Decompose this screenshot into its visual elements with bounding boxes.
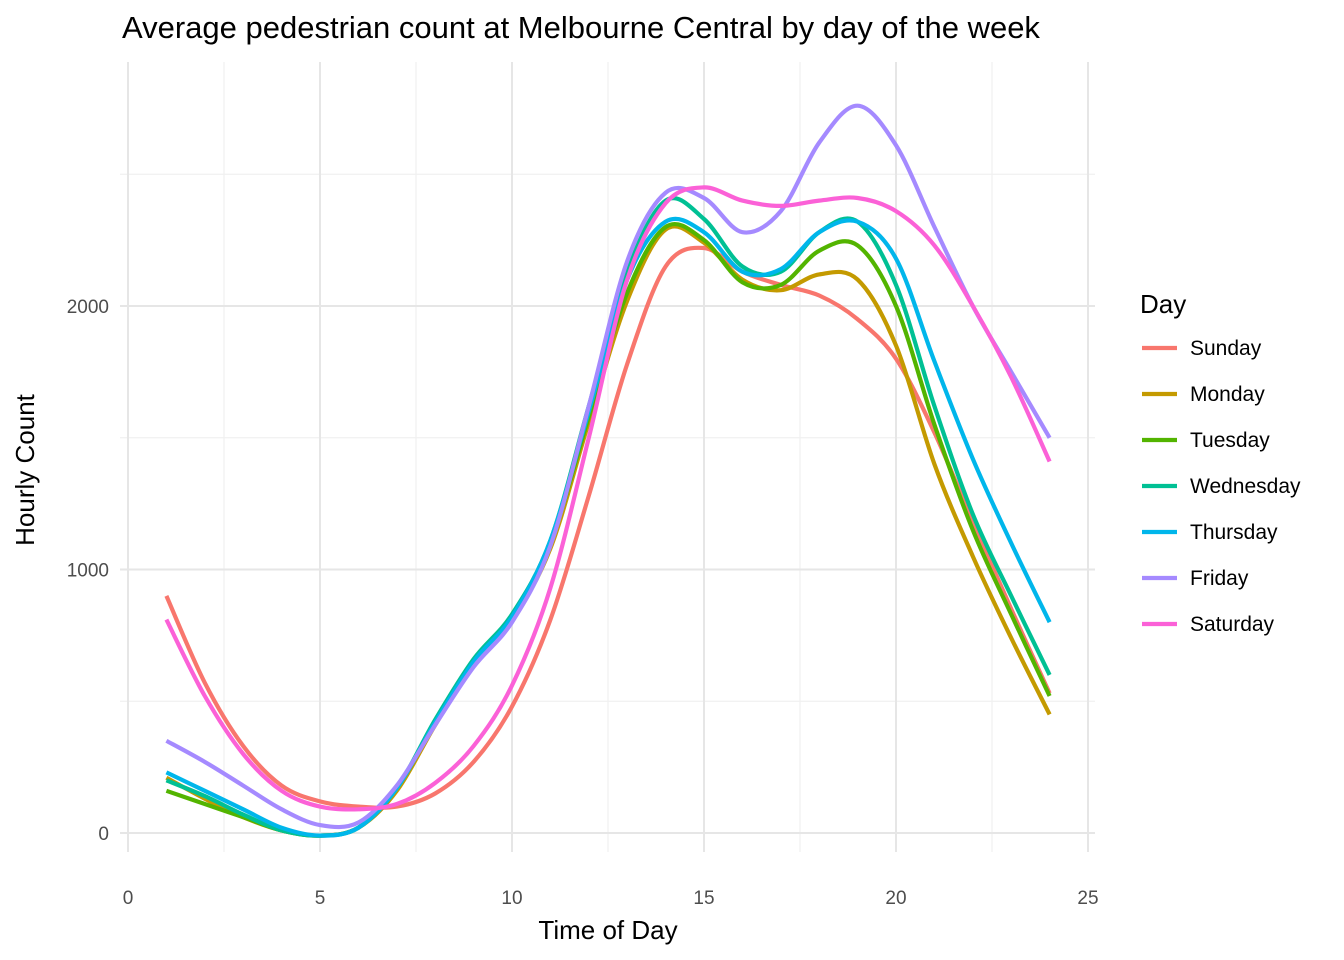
y-tick-label: 0 — [98, 824, 109, 845]
chart-title: Average pedestrian count at Melbourne Ce… — [122, 10, 1040, 45]
x-tick-label: 15 — [693, 888, 714, 909]
x-axis-title: Time of Day — [538, 915, 677, 945]
x-axis-tick-labels: 0 5 10 15 20 25 — [123, 888, 1099, 909]
major-gridlines — [120, 62, 1095, 852]
y-axis-title: Hourly Count — [10, 393, 40, 546]
series-line-sunday — [164, 245, 1052, 810]
legend-label-sunday: Sunday — [1190, 337, 1262, 360]
legend-title: Day — [1140, 289, 1186, 319]
legend-label-wednesday: Wednesday — [1190, 475, 1301, 498]
y-tick-label: 1000 — [67, 561, 109, 582]
series-line-thursday — [165, 216, 1052, 838]
series-lines — [164, 103, 1052, 838]
x-tick-label: 0 — [123, 888, 134, 909]
legend-items: Sunday Monday Tuesday Wednesday Thursday Frid… — [1142, 337, 1301, 636]
y-tick-label: 2000 — [67, 297, 109, 318]
y-axis-tick-labels: 0 1000 2000 — [67, 297, 109, 845]
series-line-saturday — [164, 185, 1052, 812]
legend-label-tuesday: Tuesday — [1190, 429, 1270, 452]
legend-label-friday: Friday — [1190, 567, 1249, 590]
legend-label-saturday: Saturday — [1190, 613, 1275, 636]
x-tick-label: 20 — [885, 888, 906, 909]
x-tick-label: 25 — [1077, 888, 1098, 909]
minor-gridlines — [120, 62, 1095, 852]
legend-label-monday: Monday — [1190, 383, 1265, 406]
legend: Day Sunday Monday Tuesday Wednesday Thursday… — [1140, 289, 1301, 636]
legend-label-thursday: Thursday — [1190, 521, 1278, 544]
x-tick-label: 5 — [315, 888, 326, 909]
series-line-friday — [165, 103, 1052, 830]
x-tick-label: 10 — [501, 888, 522, 909]
